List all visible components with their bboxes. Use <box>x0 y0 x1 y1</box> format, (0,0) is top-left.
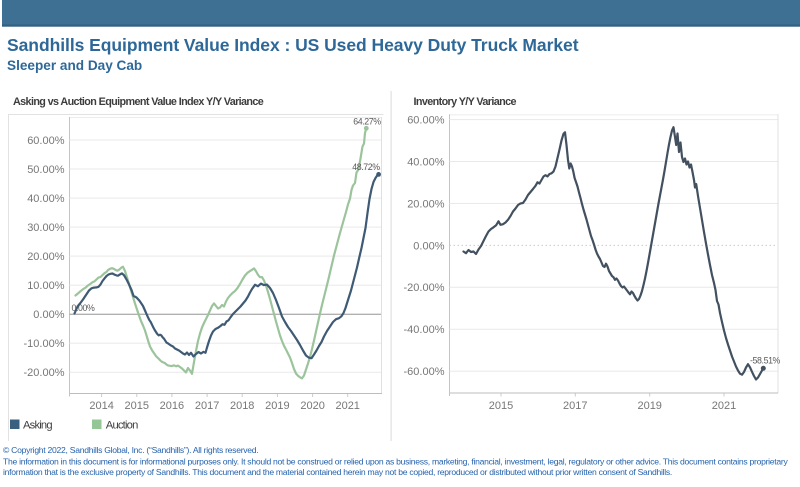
svg-text:Auction: Auction <box>106 419 138 431</box>
svg-text:2018: 2018 <box>230 400 254 412</box>
svg-text:2015: 2015 <box>125 400 149 412</box>
svg-text:2019: 2019 <box>637 400 661 412</box>
svg-text:60.00%: 60.00% <box>407 115 445 127</box>
svg-text:2016: 2016 <box>160 400 184 412</box>
svg-text:Asking: Asking <box>23 419 52 431</box>
svg-text:Inventory Y/Y Variance: Inventory Y/Y Variance <box>414 96 517 108</box>
svg-text:2014: 2014 <box>89 400 113 412</box>
svg-text:-20.00%: -20.00% <box>404 282 445 294</box>
svg-text:information that is the exclus: information that is the exclusive proper… <box>3 467 672 477</box>
svg-text:0.00%: 0.00% <box>413 240 444 252</box>
svg-text:30.00%: 30.00% <box>27 222 65 234</box>
svg-text:-40.00%: -40.00% <box>404 324 445 336</box>
svg-text:2019: 2019 <box>265 400 289 412</box>
svg-text:Asking vs Auction Equipment Va: Asking vs Auction Equipment Value Index … <box>13 96 264 108</box>
svg-text:2015: 2015 <box>489 400 513 412</box>
svg-text:-60.00%: -60.00% <box>404 366 445 378</box>
svg-text:Sandhills Equipment Value Inde: Sandhills Equipment Value Index : US Use… <box>7 35 579 55</box>
svg-text:48.72%: 48.72% <box>352 162 380 172</box>
svg-text:2021: 2021 <box>712 400 736 412</box>
svg-text:-58.51%: -58.51% <box>750 355 781 365</box>
svg-text:20.00%: 20.00% <box>407 198 445 210</box>
svg-text:64.27%: 64.27% <box>353 117 381 127</box>
svg-text:60.00%: 60.00% <box>27 135 65 147</box>
svg-text:2017: 2017 <box>563 400 587 412</box>
svg-text:10.00%: 10.00% <box>27 280 65 292</box>
svg-text:2020: 2020 <box>300 400 324 412</box>
svg-text:-10.00%: -10.00% <box>24 338 65 350</box>
svg-text:The information in this docume: The information in this document is for … <box>3 456 788 466</box>
svg-text:-20.00%: -20.00% <box>24 367 65 379</box>
svg-text:0.00%: 0.00% <box>72 303 96 313</box>
svg-text:40.00%: 40.00% <box>407 156 445 168</box>
svg-text:40.00%: 40.00% <box>27 193 65 205</box>
svg-text:0.00%: 0.00% <box>33 309 64 321</box>
svg-text:50.00%: 50.00% <box>27 164 65 176</box>
svg-text:2021: 2021 <box>335 400 359 412</box>
svg-text:Sleeper and Day Cab: Sleeper and Day Cab <box>7 58 142 73</box>
svg-text:2017: 2017 <box>195 400 219 412</box>
svg-text:© Copyright 2022, Sandhills Gl: © Copyright 2022, Sandhills Global, Inc.… <box>3 445 258 455</box>
svg-text:20.00%: 20.00% <box>27 251 65 263</box>
